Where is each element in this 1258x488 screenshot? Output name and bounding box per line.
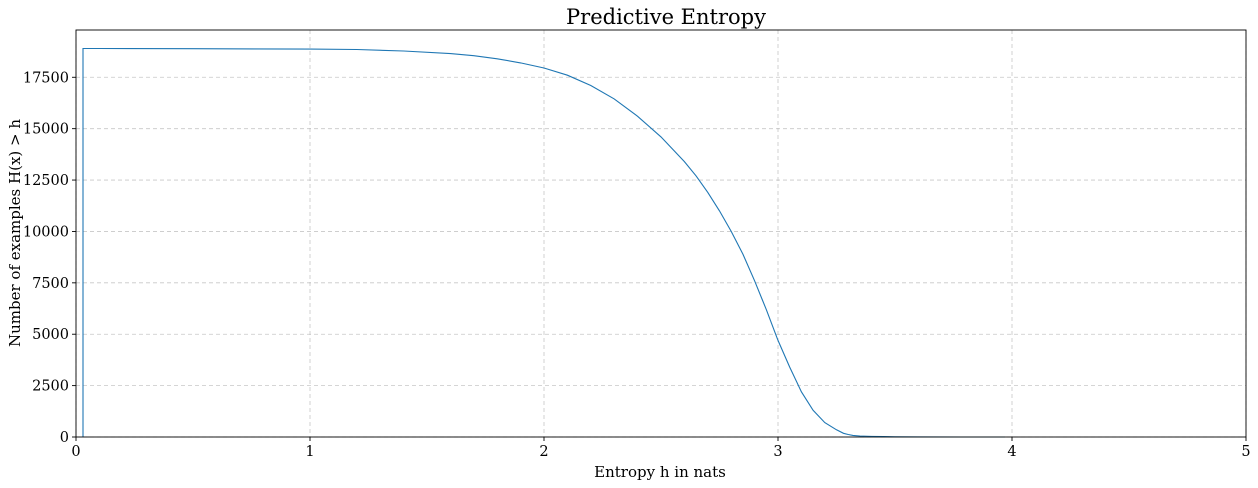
x-tick-label: 5 xyxy=(1241,444,1250,460)
y-axis-label: Number of examples H(x) > h xyxy=(6,119,24,347)
chart-title: Predictive Entropy xyxy=(566,5,766,29)
x-tick-label: 0 xyxy=(71,444,80,460)
y-tick-label: 2500 xyxy=(32,379,69,395)
y-tick-label: 17500 xyxy=(23,70,69,86)
y-tick-label: 15000 xyxy=(23,122,69,138)
y-tick-label: 0 xyxy=(60,430,69,446)
ticks: 0 1 2 3 4 5 0 2500 5000 7500 10000 12500 15000 17500 xyxy=(23,70,1251,460)
grid xyxy=(75,30,1247,438)
y-tick-label: 7500 xyxy=(32,276,69,292)
x-tick-label: 4 xyxy=(1007,444,1016,460)
y-tick-label: 10000 xyxy=(23,224,69,240)
plot-frame xyxy=(75,29,1247,438)
x-tick-label: 2 xyxy=(539,444,548,460)
x-axis-label: Entropy h in nats xyxy=(594,463,726,481)
series-line xyxy=(82,47,1005,438)
x-tick-label: 3 xyxy=(773,444,782,460)
y-tick-label: 12500 xyxy=(23,173,69,189)
x-tick-label: 1 xyxy=(305,444,314,460)
y-tick-label: 5000 xyxy=(32,327,69,343)
